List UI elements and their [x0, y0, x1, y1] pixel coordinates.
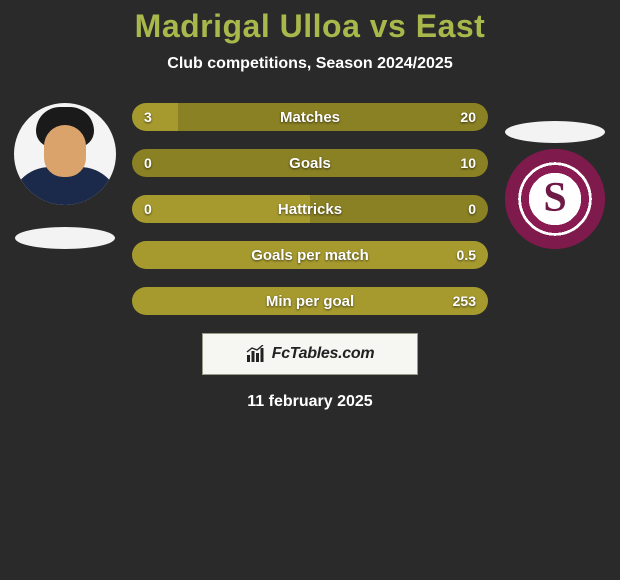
- bar-fill-full: [132, 241, 488, 269]
- stat-bar: 00Hattricks: [132, 195, 488, 223]
- bar-fill-right: [310, 195, 488, 223]
- brand-text: FcTables.com: [272, 345, 375, 363]
- bar-fill-right: [132, 149, 488, 177]
- chart-icon: [246, 345, 266, 363]
- stat-bar: 0.5Goals per match: [132, 241, 488, 269]
- page-title: Madrigal Ulloa vs East: [0, 8, 620, 45]
- comparison-card: Madrigal Ulloa vs East Club competitions…: [0, 0, 620, 580]
- stats-bars: 320Matches 010Goals 00Hattricks 0.5Goals pe…: [132, 99, 488, 315]
- bar-fill-left: [132, 103, 178, 131]
- left-player-col: [10, 99, 120, 249]
- left-country-ellipse: [15, 227, 115, 249]
- left-player-avatar: [14, 103, 116, 205]
- badge-letter: S: [543, 174, 566, 222]
- bar-fill-full: [132, 287, 488, 315]
- main-row: 320Matches 010Goals 00Hattricks 0.5Goals pe…: [0, 99, 620, 315]
- avatar-face: [44, 125, 86, 177]
- bar-fill-left: [132, 195, 310, 223]
- stat-bar: 253Min per goal: [132, 287, 488, 315]
- right-country-ellipse: [505, 121, 605, 143]
- bar-fill-right: [178, 103, 488, 131]
- snapshot-date: 11 february 2025: [0, 393, 620, 411]
- stat-bar: 320Matches: [132, 103, 488, 131]
- stat-bar: 010Goals: [132, 149, 488, 177]
- right-club-badge: S: [505, 149, 605, 249]
- page-subtitle: Club competitions, Season 2024/2025: [0, 55, 620, 73]
- right-player-col: S: [500, 99, 610, 249]
- brand-box[interactable]: FcTables.com: [202, 333, 418, 375]
